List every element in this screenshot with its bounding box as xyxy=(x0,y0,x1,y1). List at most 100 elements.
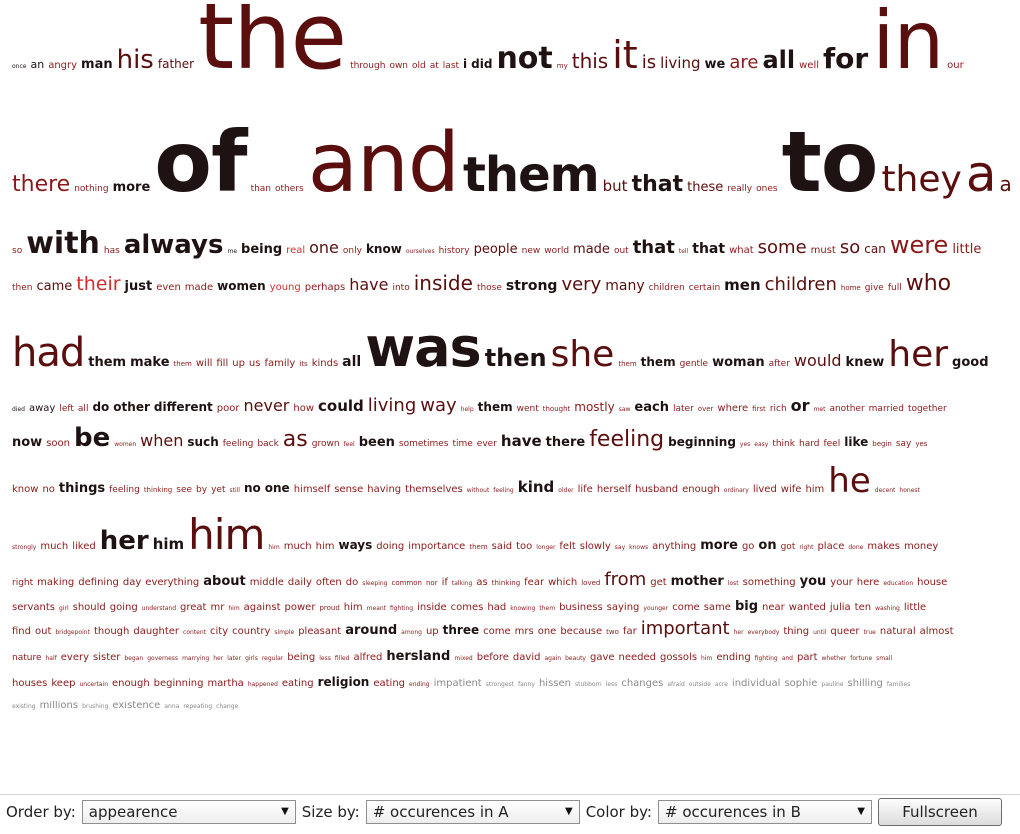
color-by-select[interactable]: # occurences in B ▼ xyxy=(657,799,872,824)
cloud-word[interactable]: where xyxy=(717,403,749,414)
cloud-word[interactable]: often xyxy=(315,577,342,588)
cloud-word[interactable]: history xyxy=(438,246,470,256)
cloud-word[interactable]: outside xyxy=(688,681,711,688)
cloud-word[interactable]: feeling xyxy=(222,439,254,449)
cloud-word[interactable]: strongest xyxy=(485,681,514,688)
cloud-word[interactable]: no xyxy=(42,484,55,495)
cloud-word[interactable]: us xyxy=(248,358,261,369)
cloud-word[interactable]: inside xyxy=(417,602,447,613)
cloud-word[interactable]: no xyxy=(243,481,261,495)
cloud-word[interactable]: ourselves xyxy=(405,248,435,255)
cloud-word[interactable]: up xyxy=(232,358,245,369)
cloud-word[interactable]: education xyxy=(883,580,914,587)
cloud-word[interactable]: sister xyxy=(93,652,121,663)
cloud-word[interactable]: all xyxy=(342,354,362,370)
cloud-word[interactable]: ones xyxy=(756,184,778,194)
cloud-word[interactable]: him xyxy=(152,535,185,553)
cloud-word[interactable]: soon xyxy=(46,438,70,449)
cloud-word[interactable]: to xyxy=(781,120,879,205)
cloud-word[interactable]: even xyxy=(156,282,181,293)
cloud-word[interactable]: strong xyxy=(505,278,558,294)
cloud-word[interactable]: perhaps xyxy=(304,282,346,293)
cloud-word[interactable]: ten xyxy=(854,602,872,613)
cloud-word[interactable]: knew xyxy=(845,355,885,370)
cloud-word[interactable]: gave xyxy=(589,652,615,663)
cloud-word[interactable]: something xyxy=(742,577,796,588)
cloud-word[interactable]: as xyxy=(282,427,308,451)
cloud-word[interactable]: hissen xyxy=(538,678,571,689)
cloud-word[interactable]: that xyxy=(631,172,684,197)
cloud-word[interactable]: do xyxy=(345,577,359,588)
cloud-word[interactable]: doing xyxy=(376,541,405,552)
cloud-word[interactable]: said xyxy=(491,541,513,552)
cloud-word[interactable]: one xyxy=(264,481,290,495)
cloud-word[interactable]: living xyxy=(660,54,701,72)
cloud-word[interactable]: alfred xyxy=(353,652,383,663)
cloud-word[interactable]: them xyxy=(618,360,637,368)
cloud-word[interactable]: power xyxy=(284,602,316,613)
cloud-word[interactable]: left xyxy=(59,404,74,414)
cloud-word[interactable]: together xyxy=(907,404,947,414)
cloud-word[interactable]: talking xyxy=(451,580,473,587)
cloud-word[interactable]: enough xyxy=(682,484,720,495)
cloud-word[interactable]: away xyxy=(28,403,56,414)
cloud-word[interactable]: world xyxy=(544,246,570,256)
cloud-word[interactable]: changes xyxy=(621,678,664,689)
cloud-word[interactable]: less xyxy=(605,681,618,688)
cloud-word[interactable]: what xyxy=(729,245,754,256)
cloud-word[interactable]: him xyxy=(315,541,335,552)
cloud-word[interactable]: people xyxy=(473,242,518,257)
cloud-word[interactable]: fill xyxy=(216,358,229,369)
cloud-word[interactable]: not xyxy=(496,41,553,76)
cloud-word[interactable]: these xyxy=(687,180,724,195)
cloud-word[interactable]: there xyxy=(545,435,586,450)
cloud-word[interactable]: feeling xyxy=(109,485,140,495)
cloud-word[interactable]: over xyxy=(697,405,714,413)
cloud-word[interactable]: just xyxy=(124,279,153,294)
cloud-word[interactable]: on xyxy=(758,538,777,553)
cloud-word[interactable]: until xyxy=(813,629,827,636)
cloud-word[interactable]: lived xyxy=(752,484,777,495)
cloud-word[interactable]: important xyxy=(640,620,730,638)
cloud-word[interactable]: one xyxy=(309,238,339,257)
cloud-word[interactable]: could xyxy=(318,397,364,415)
cloud-word[interactable]: saw xyxy=(618,406,631,413)
cloud-word[interactable]: come xyxy=(672,602,700,613)
cloud-word[interactable]: martha xyxy=(207,678,244,689)
cloud-word[interactable]: ever xyxy=(476,439,497,449)
cloud-word[interactable]: good xyxy=(952,355,989,370)
cloud-word[interactable]: but xyxy=(602,177,628,195)
cloud-word[interactable]: begin xyxy=(872,440,892,448)
cloud-word[interactable]: once xyxy=(12,63,27,70)
cloud-word[interactable]: everything xyxy=(145,577,200,588)
cloud-word[interactable]: women xyxy=(217,279,266,293)
cloud-word[interactable]: with xyxy=(26,229,100,259)
cloud-word[interactable]: importance xyxy=(408,541,466,552)
cloud-word[interactable]: here xyxy=(856,577,880,588)
cloud-word[interactable]: first xyxy=(752,405,766,413)
cloud-word[interactable]: tell xyxy=(678,248,689,255)
cloud-word[interactable]: have xyxy=(500,432,542,450)
cloud-word[interactable]: middle xyxy=(249,577,284,588)
cloud-word[interactable]: she xyxy=(550,334,615,375)
cloud-word[interactable]: so xyxy=(12,246,23,256)
cloud-word[interactable]: proud xyxy=(319,604,340,612)
cloud-word[interactable]: ending xyxy=(716,652,751,663)
cloud-word[interactable]: beginning xyxy=(668,435,736,449)
cloud-word[interactable]: who xyxy=(905,273,952,295)
cloud-word[interactable]: sleeping xyxy=(362,580,388,587)
cloud-word[interactable]: feeling xyxy=(589,427,665,451)
cloud-word[interactable]: me xyxy=(227,248,238,255)
cloud-word[interactable]: part xyxy=(797,652,818,663)
cloud-word[interactable]: simple xyxy=(274,629,295,636)
cloud-word[interactable]: her xyxy=(213,655,224,662)
cloud-word[interactable]: an xyxy=(30,58,45,71)
cloud-word[interactable]: young xyxy=(269,282,301,293)
cloud-word[interactable]: filled xyxy=(334,655,350,662)
cloud-word[interactable]: back xyxy=(257,439,279,449)
cloud-word[interactable]: whether xyxy=(821,655,847,662)
cloud-word[interactable]: their xyxy=(76,273,121,295)
cloud-word[interactable]: common xyxy=(391,579,422,587)
cloud-word[interactable]: uncertain xyxy=(79,681,109,688)
cloud-word[interactable]: are xyxy=(729,52,759,73)
